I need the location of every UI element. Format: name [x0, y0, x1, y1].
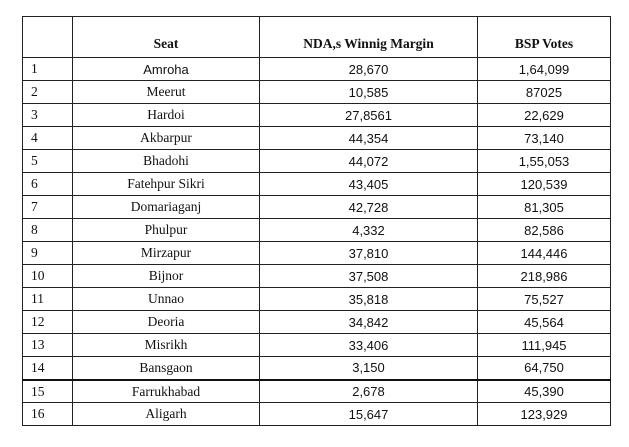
- seat-name: Fatehpur Sikri: [72, 172, 260, 196]
- row-number: 13: [22, 333, 73, 357]
- seat-name: Domariaganj: [72, 195, 260, 219]
- seat-name: Amroha: [72, 57, 260, 81]
- results-table: Seat NDA,s Winnig Margin BSP Votes 1 Amr…: [22, 16, 611, 426]
- nda-margin: 15,647: [259, 402, 478, 426]
- seat-name: Meerut: [72, 80, 260, 104]
- seat-name: Phulpur: [72, 218, 260, 242]
- table-row: 2 Meerut 10,585 87025: [22, 80, 611, 104]
- nda-margin: 44,072: [259, 149, 478, 173]
- seat-name: Misrikh: [72, 333, 260, 357]
- bsp-votes: 73,140: [477, 126, 611, 150]
- seat-name: Unnao: [72, 287, 260, 311]
- seat-name: Bhadohi: [72, 149, 260, 173]
- table-row: 13 Misrikh 33,406 111,945: [22, 333, 611, 357]
- row-number: 5: [22, 149, 73, 173]
- row-number: 7: [22, 195, 73, 219]
- seat-name: Mirzapur: [72, 241, 260, 265]
- table-row: 16 Aligarh 15,647 123,929: [22, 402, 611, 426]
- bsp-votes: 45,564: [477, 310, 611, 334]
- nda-margin: 33,406: [259, 333, 478, 357]
- row-number: 4: [22, 126, 73, 150]
- bsp-votes: 144,446: [477, 241, 611, 265]
- table-row: 15 Farrukhabad 2,678 45,390: [22, 378, 611, 403]
- bsp-votes: 82,586: [477, 218, 611, 242]
- row-number: 12: [22, 310, 73, 334]
- row-number: 1: [22, 57, 73, 81]
- table-row: 4 Akbarpur 44,354 73,140: [22, 126, 611, 150]
- nda-margin: 43,405: [259, 172, 478, 196]
- nda-margin: 28,670: [259, 57, 478, 81]
- bsp-votes: 120,539: [477, 172, 611, 196]
- bsp-votes: 64,750: [477, 356, 611, 380]
- nda-margin: 34,842: [259, 310, 478, 334]
- seat-name: Bijnor: [72, 264, 260, 288]
- seat-name: Bansgaon: [72, 356, 260, 380]
- row-number: 11: [22, 287, 73, 311]
- nda-margin: 35,818: [259, 287, 478, 311]
- seat-name: Deoria: [72, 310, 260, 334]
- nda-margin: 2,678: [259, 378, 478, 403]
- header-seat: Seat: [72, 16, 260, 58]
- table-row: 6 Fatehpur Sikri 43,405 120,539: [22, 172, 611, 196]
- header-bsp-votes: BSP Votes: [477, 16, 611, 58]
- row-number: 2: [22, 80, 73, 104]
- nda-margin: 37,508: [259, 264, 478, 288]
- row-number: 14: [22, 356, 73, 380]
- header-nda-margin: NDA,s Winnig Margin: [259, 16, 478, 58]
- table-row: 8 Phulpur 4,332 82,586: [22, 218, 611, 242]
- row-number: 3: [22, 103, 73, 127]
- bsp-votes: 87025: [477, 80, 611, 104]
- bsp-votes: 81,305: [477, 195, 611, 219]
- bsp-votes: 75,527: [477, 287, 611, 311]
- bsp-votes: 22,629: [477, 103, 611, 127]
- header-number: [22, 16, 73, 58]
- header-row: Seat NDA,s Winnig Margin BSP Votes: [22, 16, 611, 58]
- seat-name: Hardoi: [72, 103, 260, 127]
- table-row: 14 Bansgaon 3,150 64,750: [22, 356, 611, 380]
- bsp-votes: 45,390: [477, 378, 611, 403]
- table-row: 7 Domariaganj 42,728 81,305: [22, 195, 611, 219]
- table-row: 11 Unnao 35,818 75,527: [22, 287, 611, 311]
- table-row: 1 Amroha 28,670 1,64,099: [22, 57, 611, 81]
- nda-margin: 44,354: [259, 126, 478, 150]
- seat-name: Farrukhabad: [72, 378, 260, 403]
- nda-margin: 42,728: [259, 195, 478, 219]
- nda-margin: 10,585: [259, 80, 478, 104]
- table-row: 3 Hardoi 27,8561 22,629: [22, 103, 611, 127]
- bsp-votes: 218,986: [477, 264, 611, 288]
- bsp-votes: 123,929: [477, 402, 611, 426]
- seat-name: Aligarh: [72, 402, 260, 426]
- nda-margin: 27,8561: [259, 103, 478, 127]
- bsp-votes: 111,945: [477, 333, 611, 357]
- table-row: 9 Mirzapur 37,810 144,446: [22, 241, 611, 265]
- table-row: 5 Bhadohi 44,072 1,55,053: [22, 149, 611, 173]
- row-number: 9: [22, 241, 73, 265]
- row-number: 10: [22, 264, 73, 288]
- row-number: 16: [22, 402, 73, 426]
- nda-margin: 3,150: [259, 356, 478, 380]
- seat-name: Akbarpur: [72, 126, 260, 150]
- nda-margin: 4,332: [259, 218, 478, 242]
- nda-margin: 37,810: [259, 241, 478, 265]
- row-number: 6: [22, 172, 73, 196]
- row-number: 15: [22, 378, 73, 403]
- table-row: 12 Deoria 34,842 45,564: [22, 310, 611, 334]
- bsp-votes: 1,55,053: [477, 149, 611, 173]
- table-row: 10 Bijnor 37,508 218,986: [22, 264, 611, 288]
- row-number: 8: [22, 218, 73, 242]
- bsp-votes: 1,64,099: [477, 57, 611, 81]
